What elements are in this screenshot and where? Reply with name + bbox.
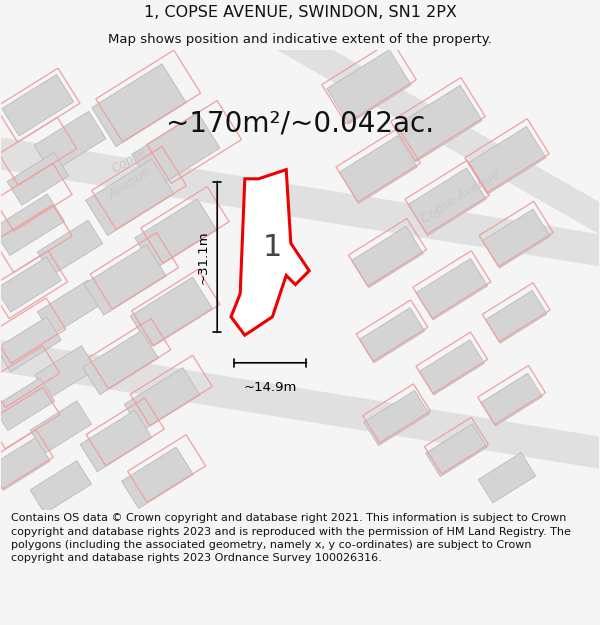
Polygon shape <box>122 447 193 509</box>
Polygon shape <box>37 220 103 276</box>
Polygon shape <box>124 368 200 431</box>
Text: 1, COPSE AVENUE, SWINDON, SN1 2PX: 1, COPSE AVENUE, SWINDON, SN1 2PX <box>143 5 457 20</box>
Polygon shape <box>482 209 550 268</box>
Text: ~31.1m: ~31.1m <box>197 230 210 284</box>
Polygon shape <box>0 438 50 491</box>
Polygon shape <box>30 401 92 454</box>
Polygon shape <box>2 74 74 136</box>
Polygon shape <box>135 199 217 269</box>
Polygon shape <box>80 410 152 472</box>
Polygon shape <box>1 340 599 469</box>
Text: ~170m²/~0.042ac.: ~170m²/~0.042ac. <box>166 109 434 138</box>
Polygon shape <box>416 259 488 320</box>
Text: Copse Avenue: Copse Avenue <box>419 168 502 226</box>
Polygon shape <box>408 168 486 236</box>
Polygon shape <box>359 308 425 362</box>
Polygon shape <box>339 136 417 204</box>
Polygon shape <box>92 64 186 147</box>
Polygon shape <box>35 346 96 398</box>
Polygon shape <box>83 331 158 395</box>
Text: Copse: Copse <box>110 144 149 176</box>
Polygon shape <box>0 257 61 312</box>
Text: 1: 1 <box>263 233 282 262</box>
Polygon shape <box>481 373 542 426</box>
Polygon shape <box>1 138 599 266</box>
Polygon shape <box>394 86 482 162</box>
Polygon shape <box>327 50 411 124</box>
Polygon shape <box>130 277 212 348</box>
Polygon shape <box>7 152 68 205</box>
Polygon shape <box>0 194 64 256</box>
Text: Map shows position and indicative extent of the property.: Map shows position and indicative extent… <box>108 32 492 46</box>
Text: Contains OS data © Crown copyright and database right 2021. This information is : Contains OS data © Crown copyright and d… <box>11 514 571 563</box>
Polygon shape <box>485 291 547 343</box>
Polygon shape <box>352 226 423 288</box>
Polygon shape <box>34 111 106 173</box>
Polygon shape <box>419 340 484 395</box>
Text: ~14.9m: ~14.9m <box>244 381 297 394</box>
Polygon shape <box>30 461 92 513</box>
Polygon shape <box>425 424 487 476</box>
Polygon shape <box>478 452 536 503</box>
Polygon shape <box>364 391 429 446</box>
Polygon shape <box>277 18 599 234</box>
Polygon shape <box>0 378 55 431</box>
Polygon shape <box>86 159 174 236</box>
Polygon shape <box>84 245 166 315</box>
Polygon shape <box>231 169 309 335</box>
Polygon shape <box>0 317 61 372</box>
Polygon shape <box>131 113 220 189</box>
Polygon shape <box>468 126 546 194</box>
Text: Avenue: Avenue <box>106 166 153 201</box>
Polygon shape <box>37 280 103 335</box>
